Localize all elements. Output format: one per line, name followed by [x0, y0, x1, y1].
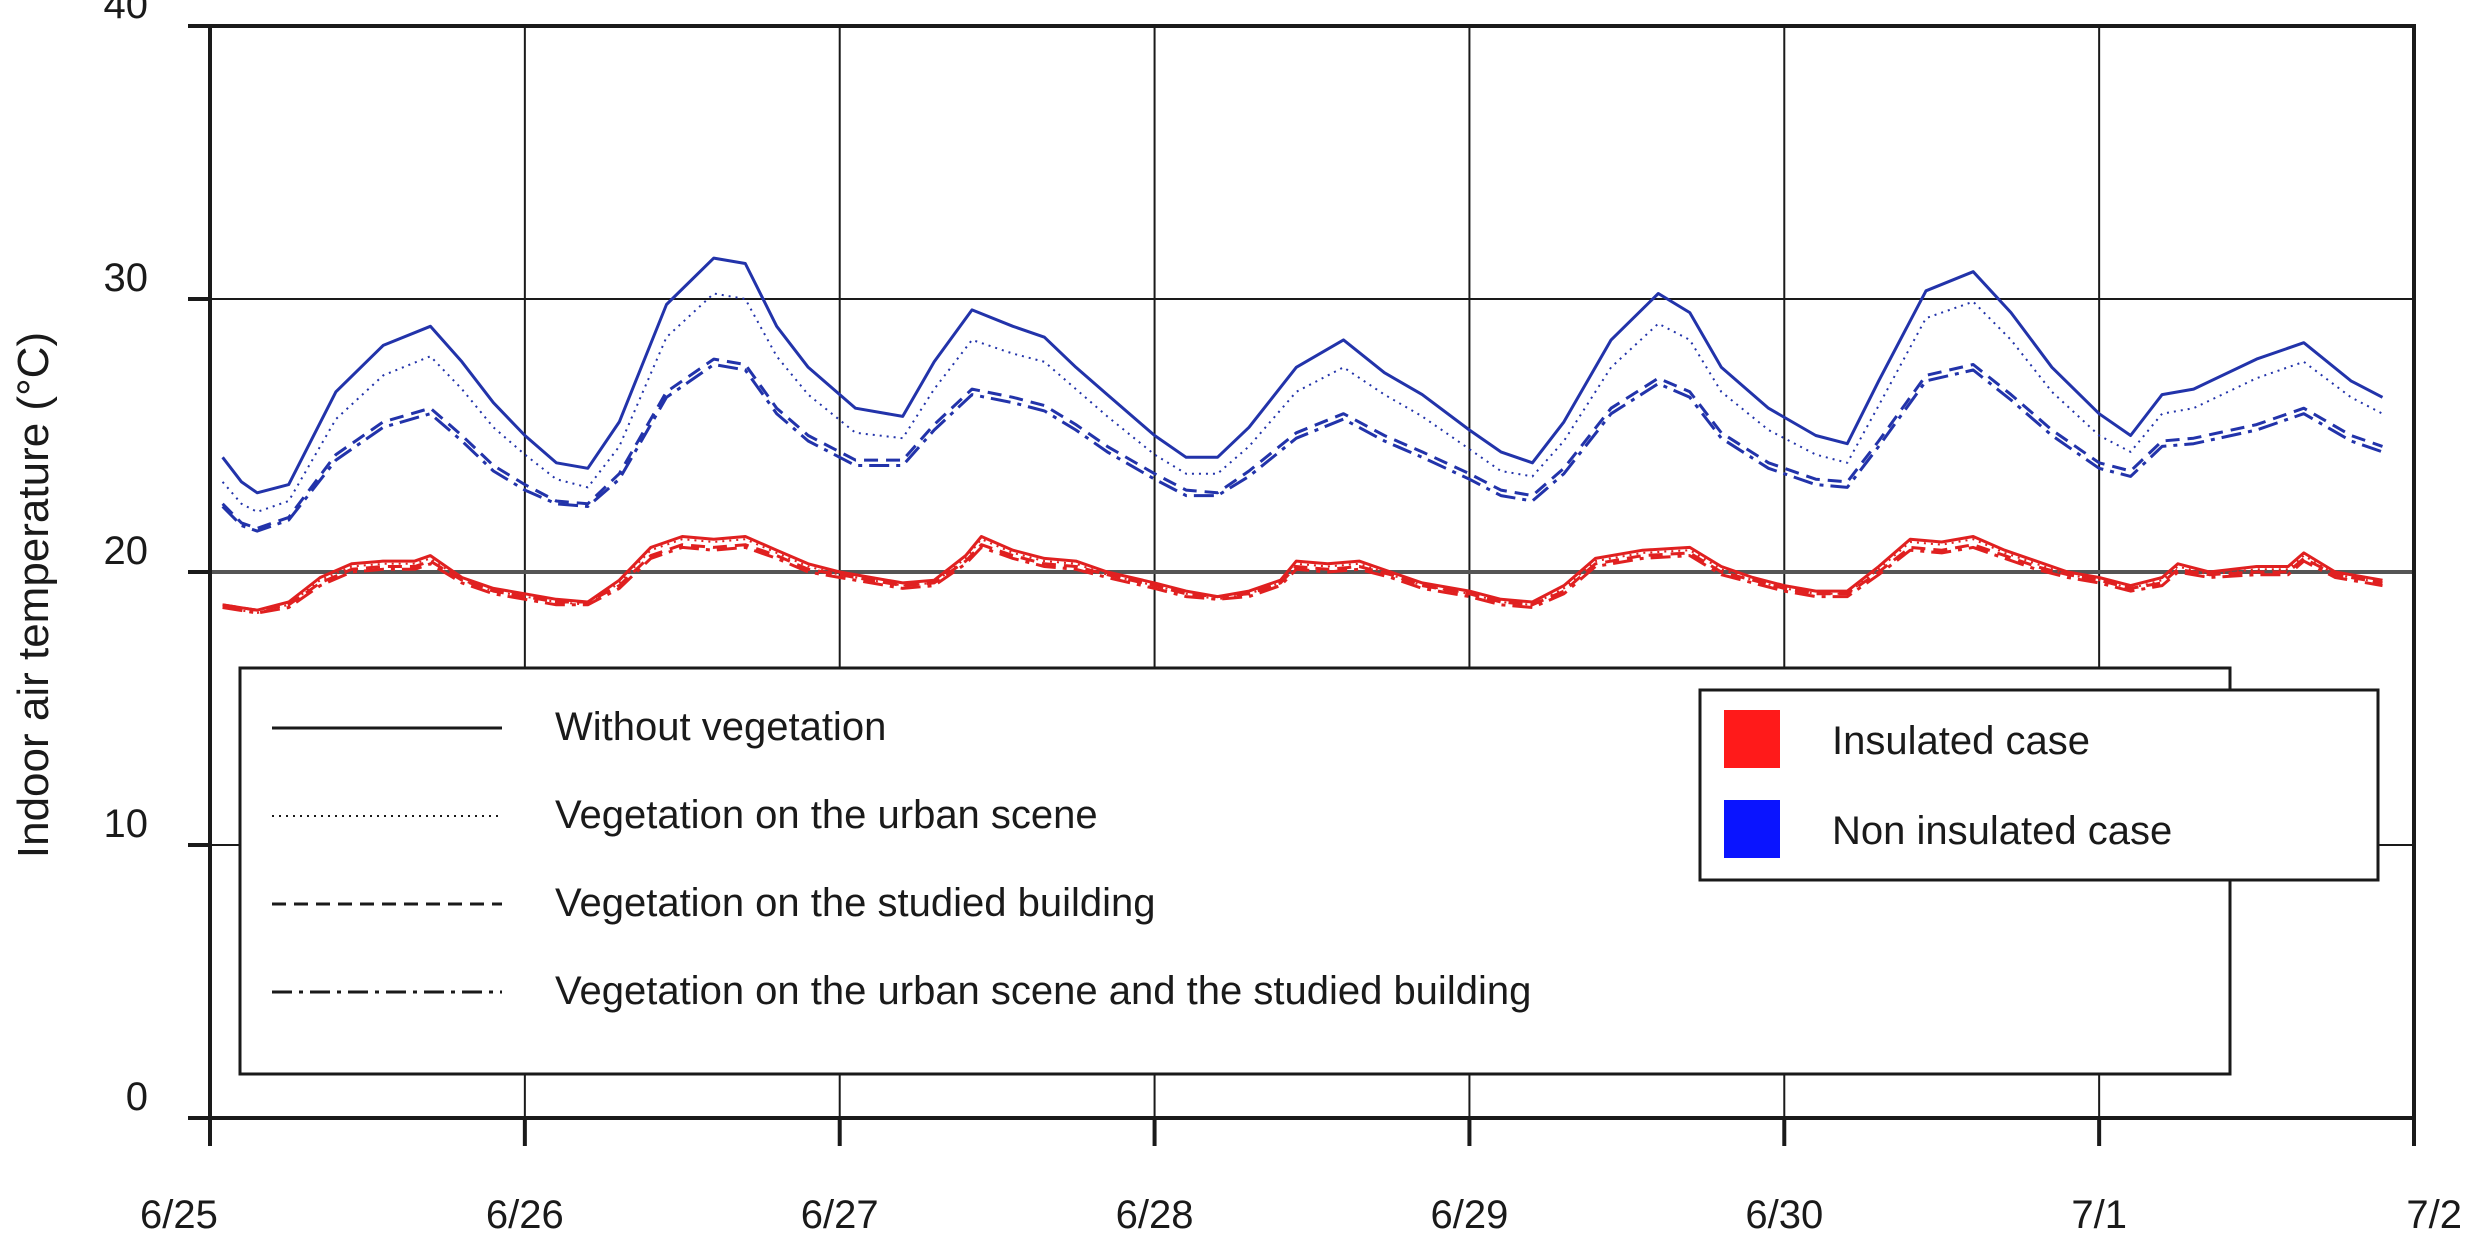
y-tick-label-1: 10 — [104, 802, 149, 846]
legend-colors-box — [1698, 688, 2380, 882]
x-tick-label-6: 7/1 — [2071, 1193, 2127, 1237]
legend-colors: Insulated case Non insulated case — [1698, 688, 2380, 882]
legend-label-1: Vegetation on the urban scene — [555, 793, 1098, 837]
x-tick-label-0: 6/25 — [140, 1193, 218, 1237]
x-tick-label-2: 6/27 — [801, 1193, 879, 1237]
legend-color-label-0: Insulated case — [1832, 719, 2090, 763]
x-tick-label-5: 6/30 — [1745, 1193, 1823, 1237]
y-axis-label: Indoor air temperature (°C) — [9, 332, 58, 858]
series-line-7 — [222, 545, 2383, 615]
series-line-2 — [221, 357, 2383, 530]
series-line-5 — [222, 538, 2383, 614]
x-tick-label-1: 6/26 — [486, 1193, 564, 1237]
x-axis-ticks: 6/25 6/26 6/27 6/28 6/29 6/30 7/1 7/2 — [140, 1118, 2462, 1237]
series-line-0 — [221, 256, 2384, 495]
y-axis-ticks: 0 10 20 30 40 — [104, 0, 210, 1120]
legend-label-3: Vegetation on the urban scene and the st… — [555, 969, 1531, 1013]
legend-color-swatch-0 — [1724, 710, 1780, 768]
x-tick-label-7: 7/2 — [2406, 1193, 2462, 1237]
legend-color-label-1: Non insulated case — [1832, 809, 2172, 853]
y-tick-label-3: 30 — [104, 256, 149, 300]
series-lines — [221, 256, 2384, 615]
series-line-6 — [222, 543, 2383, 612]
legend-label-0: Without vegetation — [555, 705, 886, 749]
series-line-3 — [221, 363, 2383, 533]
legend-label-2: Vegetation on the studied building — [555, 881, 1156, 925]
x-tick-label-3: 6/28 — [1116, 1193, 1194, 1237]
series-line-4 — [222, 535, 2383, 612]
y-tick-label-0: 0 — [126, 1075, 148, 1119]
series-line-1 — [221, 292, 2383, 513]
y-tick-label-2: 20 — [104, 529, 149, 573]
x-tick-label-4: 6/29 — [1430, 1193, 1508, 1237]
legend-color-swatch-1 — [1724, 800, 1780, 858]
y-tick-label-4: 40 — [104, 0, 149, 27]
